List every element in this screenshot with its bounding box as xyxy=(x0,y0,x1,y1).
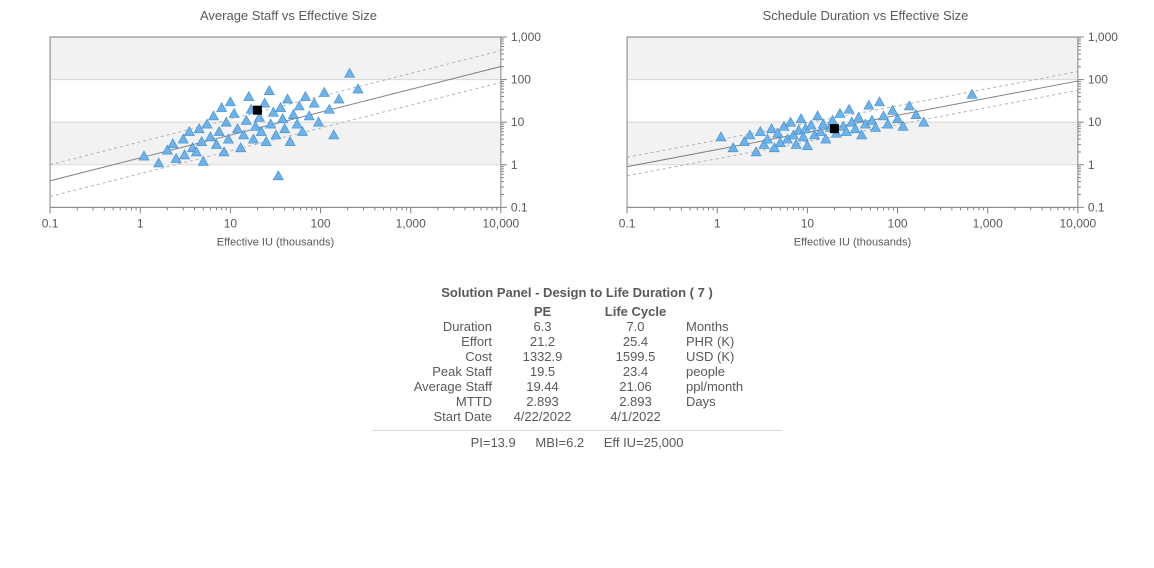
panel-row-lc-4: 21.06 xyxy=(593,379,678,394)
panel-title: Solution Panel - Design to Life Duration… xyxy=(372,285,782,300)
svg-text:10,000: 10,000 xyxy=(483,216,520,230)
panel-head-unit-blank xyxy=(686,304,786,319)
panel-row-pe-4: 19.44 xyxy=(500,379,585,394)
panel-separator xyxy=(372,430,782,431)
panel-row-unit-4: ppl/month xyxy=(686,379,786,394)
panel-grid: PELife CycleDuration6.37.0MonthsEffort21… xyxy=(372,304,782,424)
svg-text:1: 1 xyxy=(714,216,721,230)
charts-row: Average Staff vs Effective Size 0.111010… xyxy=(20,8,1134,257)
svg-text:100: 100 xyxy=(511,73,531,87)
panel-row-lc-6: 4/1/2022 xyxy=(593,409,678,424)
svg-text:10: 10 xyxy=(1088,115,1102,129)
page-root: Average Staff vs Effective Size 0.111010… xyxy=(0,0,1154,568)
svg-text:100: 100 xyxy=(311,216,331,230)
svg-text:0.1: 0.1 xyxy=(511,200,528,214)
svg-text:Effective IU (thousands): Effective IU (thousands) xyxy=(217,236,334,248)
panel-row-pe-3: 19.5 xyxy=(500,364,585,379)
svg-text:10: 10 xyxy=(224,216,238,230)
svg-text:0.1: 0.1 xyxy=(1088,200,1105,214)
svg-text:0.1: 0.1 xyxy=(619,216,636,230)
panel-row-label-4: Average Staff xyxy=(372,379,492,394)
svg-text:10: 10 xyxy=(511,115,525,129)
svg-text:1,000: 1,000 xyxy=(973,216,1003,230)
svg-text:1,000: 1,000 xyxy=(511,30,541,44)
svg-text:1: 1 xyxy=(1088,158,1095,172)
svg-text:10: 10 xyxy=(801,216,815,230)
svg-text:10,000: 10,000 xyxy=(1060,216,1097,230)
svg-text:1: 1 xyxy=(137,216,144,230)
panel-row-unit-5: Days xyxy=(686,394,786,409)
panel-row-pe-1: 21.2 xyxy=(500,334,585,349)
panel-head-pe: PE xyxy=(500,304,585,319)
svg-text:100: 100 xyxy=(888,216,908,230)
footer-mbi: MBI=6.2 xyxy=(535,435,584,450)
chart1-svg: 0.1 1 10 100 1,000 0.1 1 10 100 1,000 10,000 Effect… xyxy=(20,27,557,257)
panel-head-blank xyxy=(372,304,492,319)
svg-text:1,000: 1,000 xyxy=(396,216,426,230)
panel-row-unit-1: PHR (K) xyxy=(686,334,786,349)
panel-row-lc-2: 1599.5 xyxy=(593,349,678,364)
footer-eff: Eff IU=25,000 xyxy=(604,435,684,450)
panel-row-label-2: Cost xyxy=(372,349,492,364)
solution-panel: Solution Panel - Design to Life Duration… xyxy=(372,285,782,450)
footer-pi: PI=13.9 xyxy=(471,435,516,450)
panel-row-label-6: Start Date xyxy=(372,409,492,424)
panel-row-unit-6 xyxy=(686,409,786,424)
chart2-title: Schedule Duration vs Effective Size xyxy=(597,8,1134,23)
panel-row-lc-3: 23.4 xyxy=(593,364,678,379)
panel-row-unit-3: people xyxy=(686,364,786,379)
chart1-title: Average Staff vs Effective Size xyxy=(20,8,557,23)
solution-panel-wrap: Solution Panel - Design to Life Duration… xyxy=(20,285,1134,450)
svg-text:1,000: 1,000 xyxy=(1088,30,1118,44)
panel-row-pe-2: 1332.9 xyxy=(500,349,585,364)
panel-row-lc-5: 2.893 xyxy=(593,394,678,409)
panel-row-label-1: Effort xyxy=(372,334,492,349)
panel-row-pe-0: 6.3 xyxy=(500,319,585,334)
svg-text:0.1: 0.1 xyxy=(42,216,59,230)
chart-avg-staff: Average Staff vs Effective Size 0.111010… xyxy=(20,8,557,257)
panel-row-label-0: Duration xyxy=(372,319,492,334)
panel-row-lc-1: 25.4 xyxy=(593,334,678,349)
svg-text:1: 1 xyxy=(511,158,518,172)
panel-row-pe-5: 2.893 xyxy=(500,394,585,409)
svg-text:100: 100 xyxy=(1088,73,1108,87)
panel-row-label-3: Peak Staff xyxy=(372,364,492,379)
panel-row-pe-6: 4/22/2022 xyxy=(500,409,585,424)
panel-row-lc-0: 7.0 xyxy=(593,319,678,334)
svg-text:Effective IU (thousands): Effective IU (thousands) xyxy=(794,236,911,248)
panel-head-lc: Life Cycle xyxy=(593,304,678,319)
chart2-svg: 0.1 1 10 100 1,000 0.1 1 10 100 1,000 10,000 Effect… xyxy=(597,27,1134,257)
panel-row-label-5: MTTD xyxy=(372,394,492,409)
panel-row-unit-2: USD (K) xyxy=(686,349,786,364)
panel-footer: PI=13.9 MBI=6.2 Eff IU=25,000 xyxy=(372,435,782,450)
panel-row-unit-0: Months xyxy=(686,319,786,334)
chart-schedule-duration: Schedule Duration vs Effective Size 0.1 1… xyxy=(597,8,1134,257)
